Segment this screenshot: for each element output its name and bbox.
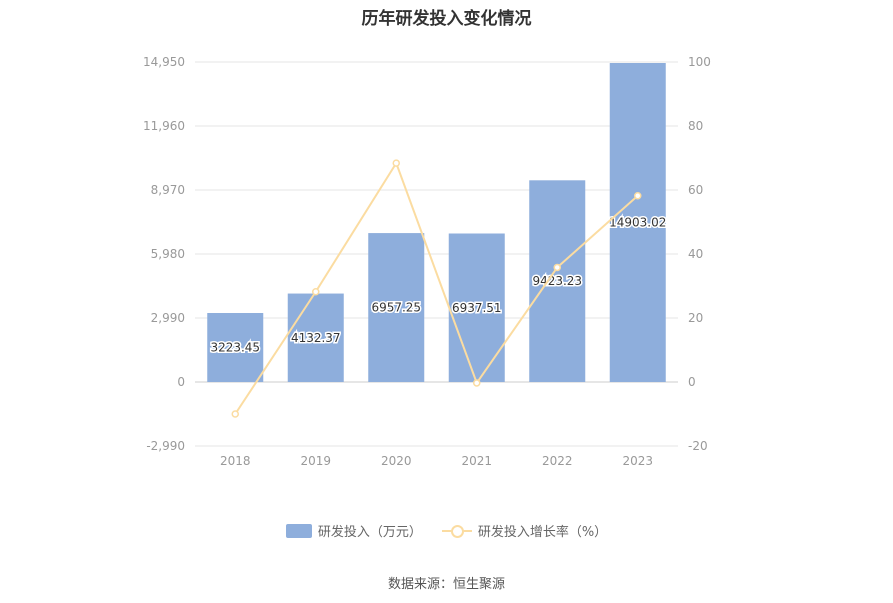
- line-series: [231, 159, 642, 418]
- bar-data-label: 3223.45: [210, 341, 260, 355]
- left-tick-label: 5,980: [151, 247, 185, 261]
- left-tick-label: 2,990: [151, 311, 185, 325]
- data-source: 数据来源：恒生聚源: [387, 577, 505, 592]
- bar-data-label: 14903.02: [609, 216, 666, 230]
- legend-item-line[interactable]: 研发投入增长率（%）: [441, 521, 608, 540]
- legend-line-swatch: [441, 524, 472, 538]
- bar-data-label: 9423.23: [532, 274, 582, 288]
- bar-data-label: 4132.37: [291, 331, 341, 345]
- right-axis-ticks: -20 0 20 40 60 80 100: [688, 55, 711, 453]
- chart-title: 历年研发投入变化情况: [361, 9, 532, 29]
- legend: 研发投入（万元） 研发投入增长率（%）: [0, 521, 893, 540]
- bar-data-labels: 3223.45 4132.37 6957.25 6937.51 9423.23 14903…: [209, 214, 668, 356]
- left-tick-label: 0: [177, 375, 185, 389]
- line-point: [312, 288, 320, 296]
- right-tick-label: 40: [688, 247, 703, 261]
- left-tick-label: 11,960: [143, 119, 185, 133]
- left-tick-label: 14,950: [143, 55, 185, 69]
- bar: [368, 233, 425, 382]
- bar-data-label: 6937.51: [452, 301, 502, 315]
- x-tick-label: 2018: [220, 454, 251, 468]
- grid-lines: [195, 61, 678, 447]
- left-tick-label: 8,970: [151, 183, 185, 197]
- legend-item-bar[interactable]: 研发投入（万元）: [285, 521, 422, 540]
- bar: [287, 293, 344, 382]
- line-point: [473, 379, 481, 387]
- bar-data-label: 6957.25: [371, 301, 421, 315]
- x-tick-label: 2020: [381, 454, 412, 468]
- right-tick-label: 80: [688, 119, 703, 133]
- line-point: [231, 410, 239, 418]
- right-tick-label: -20: [688, 439, 708, 453]
- legend-line-label: 研发投入增长率（%）: [477, 525, 608, 540]
- right-tick-label: 20: [688, 311, 703, 325]
- growth-line: [234, 160, 639, 415]
- legend-bar-label: 研发投入（万元）: [317, 525, 422, 540]
- x-tick-label: 2019: [300, 454, 331, 468]
- bar: [529, 180, 586, 382]
- x-tick-label: 2023: [622, 454, 653, 468]
- bar: [207, 313, 264, 382]
- bar-series: [207, 63, 666, 383]
- legend-bar-swatch: [285, 523, 312, 538]
- right-tick-label: 0: [688, 375, 696, 389]
- right-tick-label: 60: [688, 183, 703, 197]
- x-axis-ticks: 2018 2019 2020 2021 2022 2023: [220, 454, 653, 468]
- right-tick-label: 100: [688, 55, 711, 69]
- bar: [609, 63, 666, 383]
- left-axis-ticks: -2,990 0 2,990 5,980 8,970 11,960 14,950: [143, 55, 185, 453]
- x-tick-label: 2021: [461, 454, 492, 468]
- line-point: [392, 159, 400, 167]
- x-tick-label: 2022: [542, 454, 573, 468]
- left-tick-label: -2,990: [146, 439, 185, 453]
- line-point: [634, 192, 642, 200]
- line-point: [553, 263, 561, 272]
